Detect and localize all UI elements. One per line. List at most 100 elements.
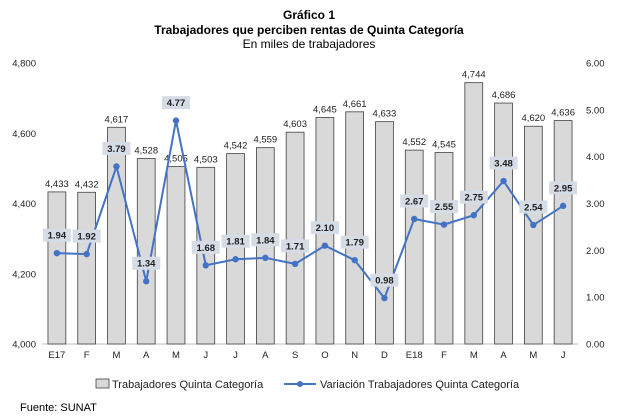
line-point: [500, 177, 507, 185]
line-value-label-bg: [400, 194, 429, 208]
x-tick-label: A: [500, 350, 507, 361]
line-value-label: 1.92: [77, 232, 96, 243]
x-tick-label: E18: [406, 350, 423, 361]
line-point: [262, 254, 269, 262]
line-point: [411, 215, 418, 223]
line-value-label-bg: [519, 200, 548, 214]
plot-area: 4,000 4,200 4,400 4,600 4,800 0.00 1.00 2.00 3.0…: [12, 59, 604, 362]
legend: Trabajadores Quinta Categoría Variación …: [95, 378, 520, 391]
y-left-tick-label: 4,600: [12, 129, 36, 140]
x-tick-label: F: [84, 350, 90, 361]
line-point: [113, 163, 120, 170]
chart-title: Gráfico 1: [283, 8, 335, 22]
chart-subtitle: Trabajadores que perciben rentas de Quin…: [154, 23, 464, 37]
x-tick-label: J: [561, 350, 566, 361]
line-point: [291, 260, 299, 268]
legend-bar-label: Trabajadores Quinta Categoría: [112, 379, 264, 391]
y-right-tick-label: 0.00: [586, 340, 605, 351]
x-tick-label: N: [351, 350, 358, 361]
bar-value-label: 4,645: [313, 104, 337, 115]
y-right-tick-label: 1.00: [586, 293, 605, 304]
bar: [404, 149, 424, 345]
line-point: [559, 202, 567, 210]
bar: [77, 191, 96, 345]
line-value-label: 1.79: [345, 238, 364, 249]
line-value-label-bg: [72, 229, 101, 243]
bar: [136, 158, 156, 345]
y-right-tick-label: 6.00: [586, 59, 605, 70]
line-value-label-bg: [310, 221, 339, 235]
bar: [196, 166, 216, 345]
bar-value-label: 4,617: [105, 114, 129, 125]
line-point: [321, 242, 329, 249]
x-tick-label: J: [233, 350, 238, 361]
line-value-label: 2.10: [316, 223, 335, 234]
y-left-tick-label: 4,400: [12, 199, 36, 210]
legend-line-marker: [297, 381, 303, 387]
line-value-label-bg: [251, 233, 280, 247]
line-value-label: 1.68: [197, 243, 216, 254]
y-right-tick-label: 4.00: [586, 152, 605, 163]
y-left-tick-label: 4,800: [12, 59, 36, 70]
line-point: [172, 117, 180, 124]
x-tick-label: A: [143, 350, 150, 361]
line-value-label: 2.55: [435, 202, 454, 213]
bar-value-label: 4,661: [343, 99, 367, 110]
line-value-label-bg: [162, 96, 190, 110]
x-tick-label: M: [172, 350, 180, 361]
line-point: [381, 294, 388, 302]
bar-value-label: 4,552: [402, 137, 426, 148]
line-point: [232, 256, 239, 263]
legend-line-label: Variación Trabajadores Quinta Categoría: [320, 379, 520, 391]
bar-value-label: 4,432: [75, 179, 99, 190]
bar: [524, 125, 543, 345]
line-point: [530, 221, 537, 229]
line-value-label: 2.95: [554, 183, 573, 194]
line-point: [143, 278, 150, 285]
line-value-label-bg: [489, 156, 518, 170]
x-tick-label: M: [112, 350, 120, 361]
legend-bar-swatch: [95, 378, 110, 389]
y-right-tick-label: 3.00: [586, 199, 605, 210]
y-right-tick-label: 5.00: [586, 105, 605, 116]
line-value-label: 4.77: [167, 98, 186, 109]
bar-value-label: 4,744: [462, 70, 486, 81]
bar: [226, 153, 245, 345]
line-value-label-bg: [459, 190, 488, 204]
line-value-label-bg: [370, 273, 399, 287]
line-point: [53, 249, 61, 257]
line-value-label: 1.34: [137, 259, 156, 270]
bar: [107, 126, 126, 345]
line-value-label: 1.71: [286, 241, 305, 252]
line-value-label-bg: [102, 142, 131, 156]
line-point: [202, 262, 209, 269]
line-value-label-bg: [221, 234, 250, 248]
line-value-label: 0.98: [375, 276, 394, 287]
bar: [166, 166, 186, 345]
variation-line: [56, 120, 564, 301]
line-point: [470, 212, 477, 219]
line-value-label-bg: [340, 235, 369, 249]
bar: [285, 131, 305, 345]
line-value-label: 2.67: [405, 196, 424, 207]
x-tick-label: D: [381, 350, 388, 361]
line-value-label-bg: [132, 256, 161, 270]
line-value-label: 1.84: [256, 235, 275, 246]
bar-value-label: 4,603: [283, 119, 307, 130]
bar-value-label: 4,636: [551, 108, 575, 119]
line-value-label-bg: [191, 240, 220, 254]
line-point: [440, 221, 448, 228]
line-value-label: 1.81: [226, 237, 245, 248]
x-tick-label: F: [441, 350, 447, 361]
x-tick-label: O: [321, 350, 328, 361]
bar: [553, 120, 573, 345]
x-tick-label: A: [262, 350, 269, 361]
line-value-label: 3.79: [107, 144, 126, 155]
y-right-tick-label: 2.00: [586, 246, 605, 257]
x-tick-label: J: [203, 350, 208, 361]
line-value-label: 1.94: [48, 231, 67, 242]
bar-value-label: 4,433: [45, 179, 69, 190]
x-tick-label: M: [470, 350, 478, 361]
line-value-label: 2.54: [524, 203, 543, 214]
